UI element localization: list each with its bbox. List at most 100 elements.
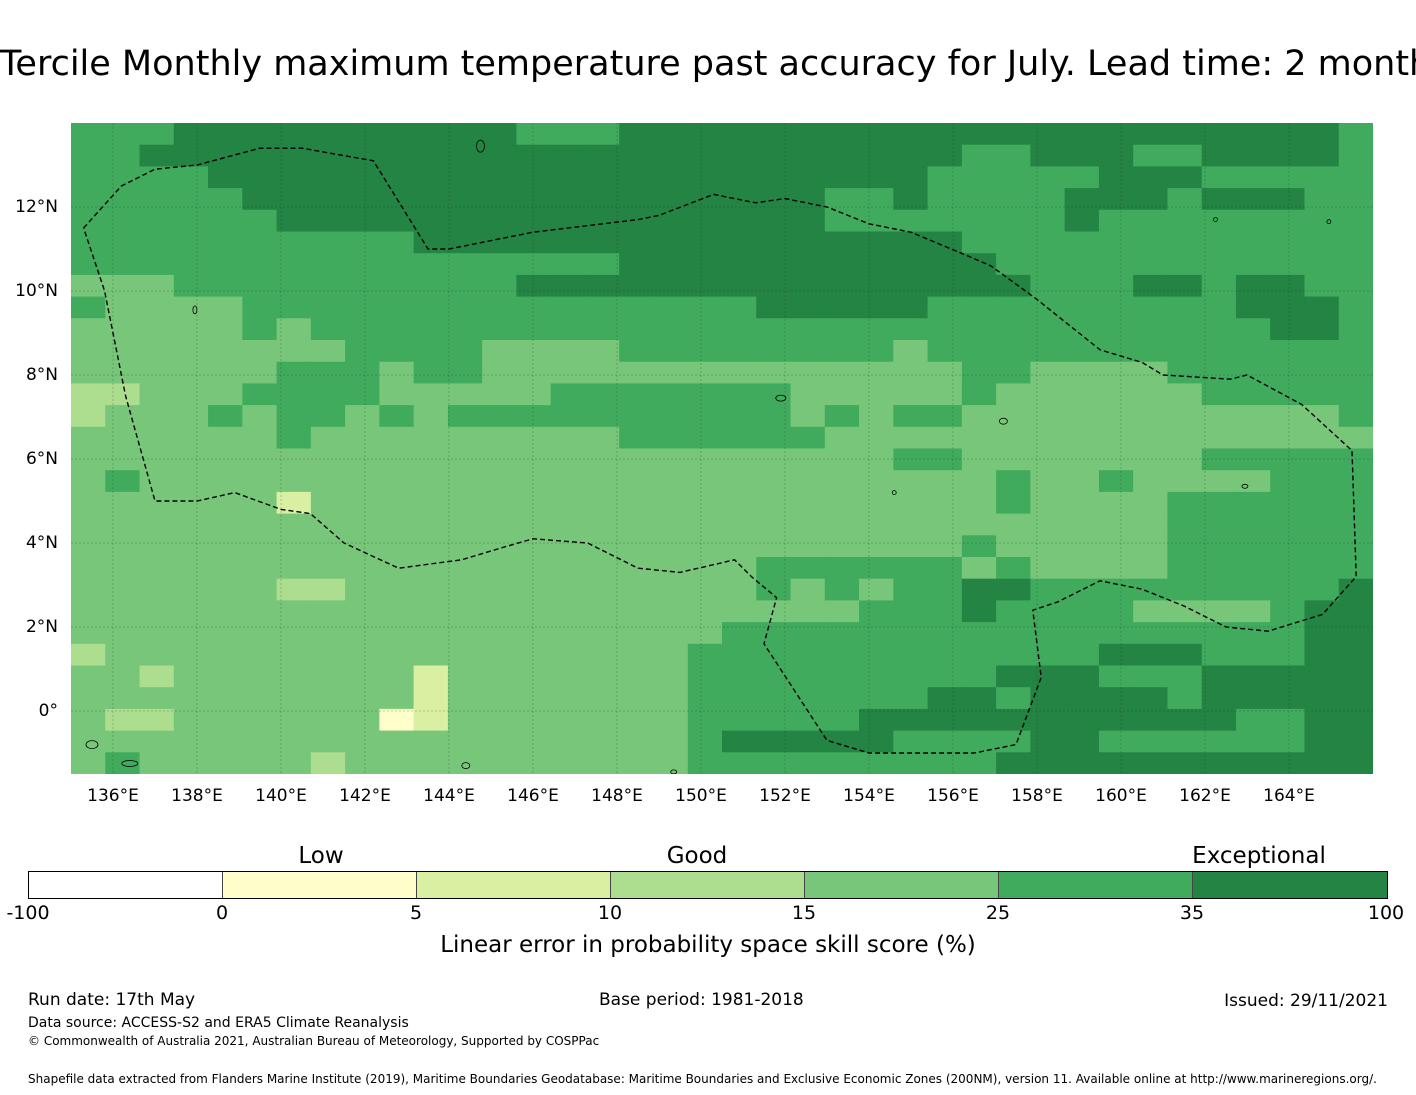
grid-cell	[550, 123, 586, 146]
grid-cell	[1133, 687, 1169, 710]
grid-cell	[1133, 513, 1169, 536]
grid-cell	[345, 752, 380, 774]
grid-cell	[1201, 470, 1237, 493]
grid-cell	[687, 231, 723, 254]
grid-cell	[859, 123, 894, 146]
grid-cell	[310, 340, 346, 363]
grid-cell	[516, 491, 552, 515]
lon-label-142e: 142°E	[339, 786, 391, 806]
grid-cell	[550, 448, 586, 471]
grid-cell	[790, 426, 826, 450]
grid-cell	[790, 318, 826, 341]
grid-cell	[1167, 296, 1203, 319]
grid-cell	[996, 361, 1031, 384]
grid-cell	[550, 209, 586, 233]
grid-cell	[859, 513, 894, 536]
grid-cell	[722, 296, 757, 319]
grid-cell	[756, 340, 792, 363]
grid-cell	[105, 144, 141, 167]
grid-cell	[961, 296, 997, 319]
grid-cell	[447, 166, 483, 189]
grid-cell	[379, 405, 415, 428]
grid-cell	[208, 209, 243, 233]
grid-cell	[379, 318, 415, 341]
grid-cell	[379, 643, 415, 667]
grid-cell	[824, 209, 860, 233]
grid-cell	[516, 340, 552, 363]
grid-cell	[413, 340, 449, 363]
grid-cell	[584, 491, 620, 515]
grid-cell	[482, 448, 518, 471]
grid-cell	[208, 253, 243, 276]
grid-cell	[173, 383, 209, 406]
grid-cell	[173, 361, 209, 384]
grid-cell	[1098, 600, 1134, 623]
grid-cell	[550, 687, 586, 710]
grid-cell	[653, 144, 689, 167]
grid-cell	[413, 383, 449, 406]
grid-cell	[790, 600, 826, 623]
grid-cell	[379, 253, 415, 276]
grid-cell	[1030, 274, 1066, 298]
grid-cell	[482, 166, 518, 189]
grid-cell	[1167, 535, 1203, 558]
grid-cell	[242, 296, 278, 319]
grid-cell	[687, 491, 723, 515]
lon-label-136e: 136°E	[87, 786, 139, 806]
grid-cell	[619, 491, 655, 515]
grid-cell	[71, 166, 106, 189]
grid-cell	[1167, 600, 1203, 623]
grid-cell	[1201, 274, 1237, 298]
grid-cell	[413, 535, 449, 558]
grid-cell	[722, 231, 757, 254]
grid-cell	[790, 491, 826, 515]
grid-cell	[71, 340, 106, 363]
grid-cell	[413, 491, 449, 515]
grid-cell	[447, 296, 483, 319]
grid-cell	[756, 383, 792, 406]
category-good: Good	[666, 843, 728, 869]
grid-cell	[859, 296, 894, 319]
grid-cell	[1338, 622, 1373, 645]
grid-cell	[208, 383, 243, 406]
grid-cell	[961, 188, 997, 211]
grid-cell	[893, 622, 929, 645]
grid-cell	[687, 253, 723, 276]
grid-cell	[276, 318, 312, 341]
grid-cell	[345, 578, 380, 601]
grid-cell	[824, 535, 860, 558]
grid-cell	[550, 405, 586, 428]
grid-cell	[379, 708, 415, 732]
grid-cell	[1304, 361, 1340, 384]
grid-cell	[447, 513, 483, 536]
grid-cell	[1270, 513, 1306, 536]
grid-cell	[996, 209, 1031, 233]
grid-cell	[71, 687, 106, 710]
grid-cell	[996, 491, 1031, 515]
grid-cell	[1133, 123, 1169, 146]
grid-cell	[1098, 231, 1134, 254]
grid-cell	[961, 535, 997, 558]
grid-cell	[208, 470, 243, 493]
grid-cell	[1098, 578, 1134, 601]
grid-cell	[105, 535, 141, 558]
grid-cell	[345, 166, 380, 189]
grid-cell	[653, 600, 689, 623]
grid-cell	[1098, 383, 1134, 406]
grid-cell	[584, 578, 620, 601]
grid-cell	[824, 296, 860, 319]
grid-cell	[208, 708, 243, 732]
grid-cell	[756, 600, 792, 623]
grid-cell	[824, 448, 860, 471]
grid-cell	[173, 752, 209, 774]
grid-cell	[859, 708, 894, 732]
grid-cell	[1098, 318, 1134, 341]
grid-cell	[584, 123, 620, 146]
grid-cell	[722, 752, 757, 774]
grid-cell	[139, 188, 175, 211]
grid-cell	[1098, 274, 1134, 298]
grid-cell	[276, 123, 312, 146]
grid-cell	[722, 665, 757, 688]
grid-cell	[413, 708, 449, 732]
grid-cell	[1270, 144, 1306, 167]
